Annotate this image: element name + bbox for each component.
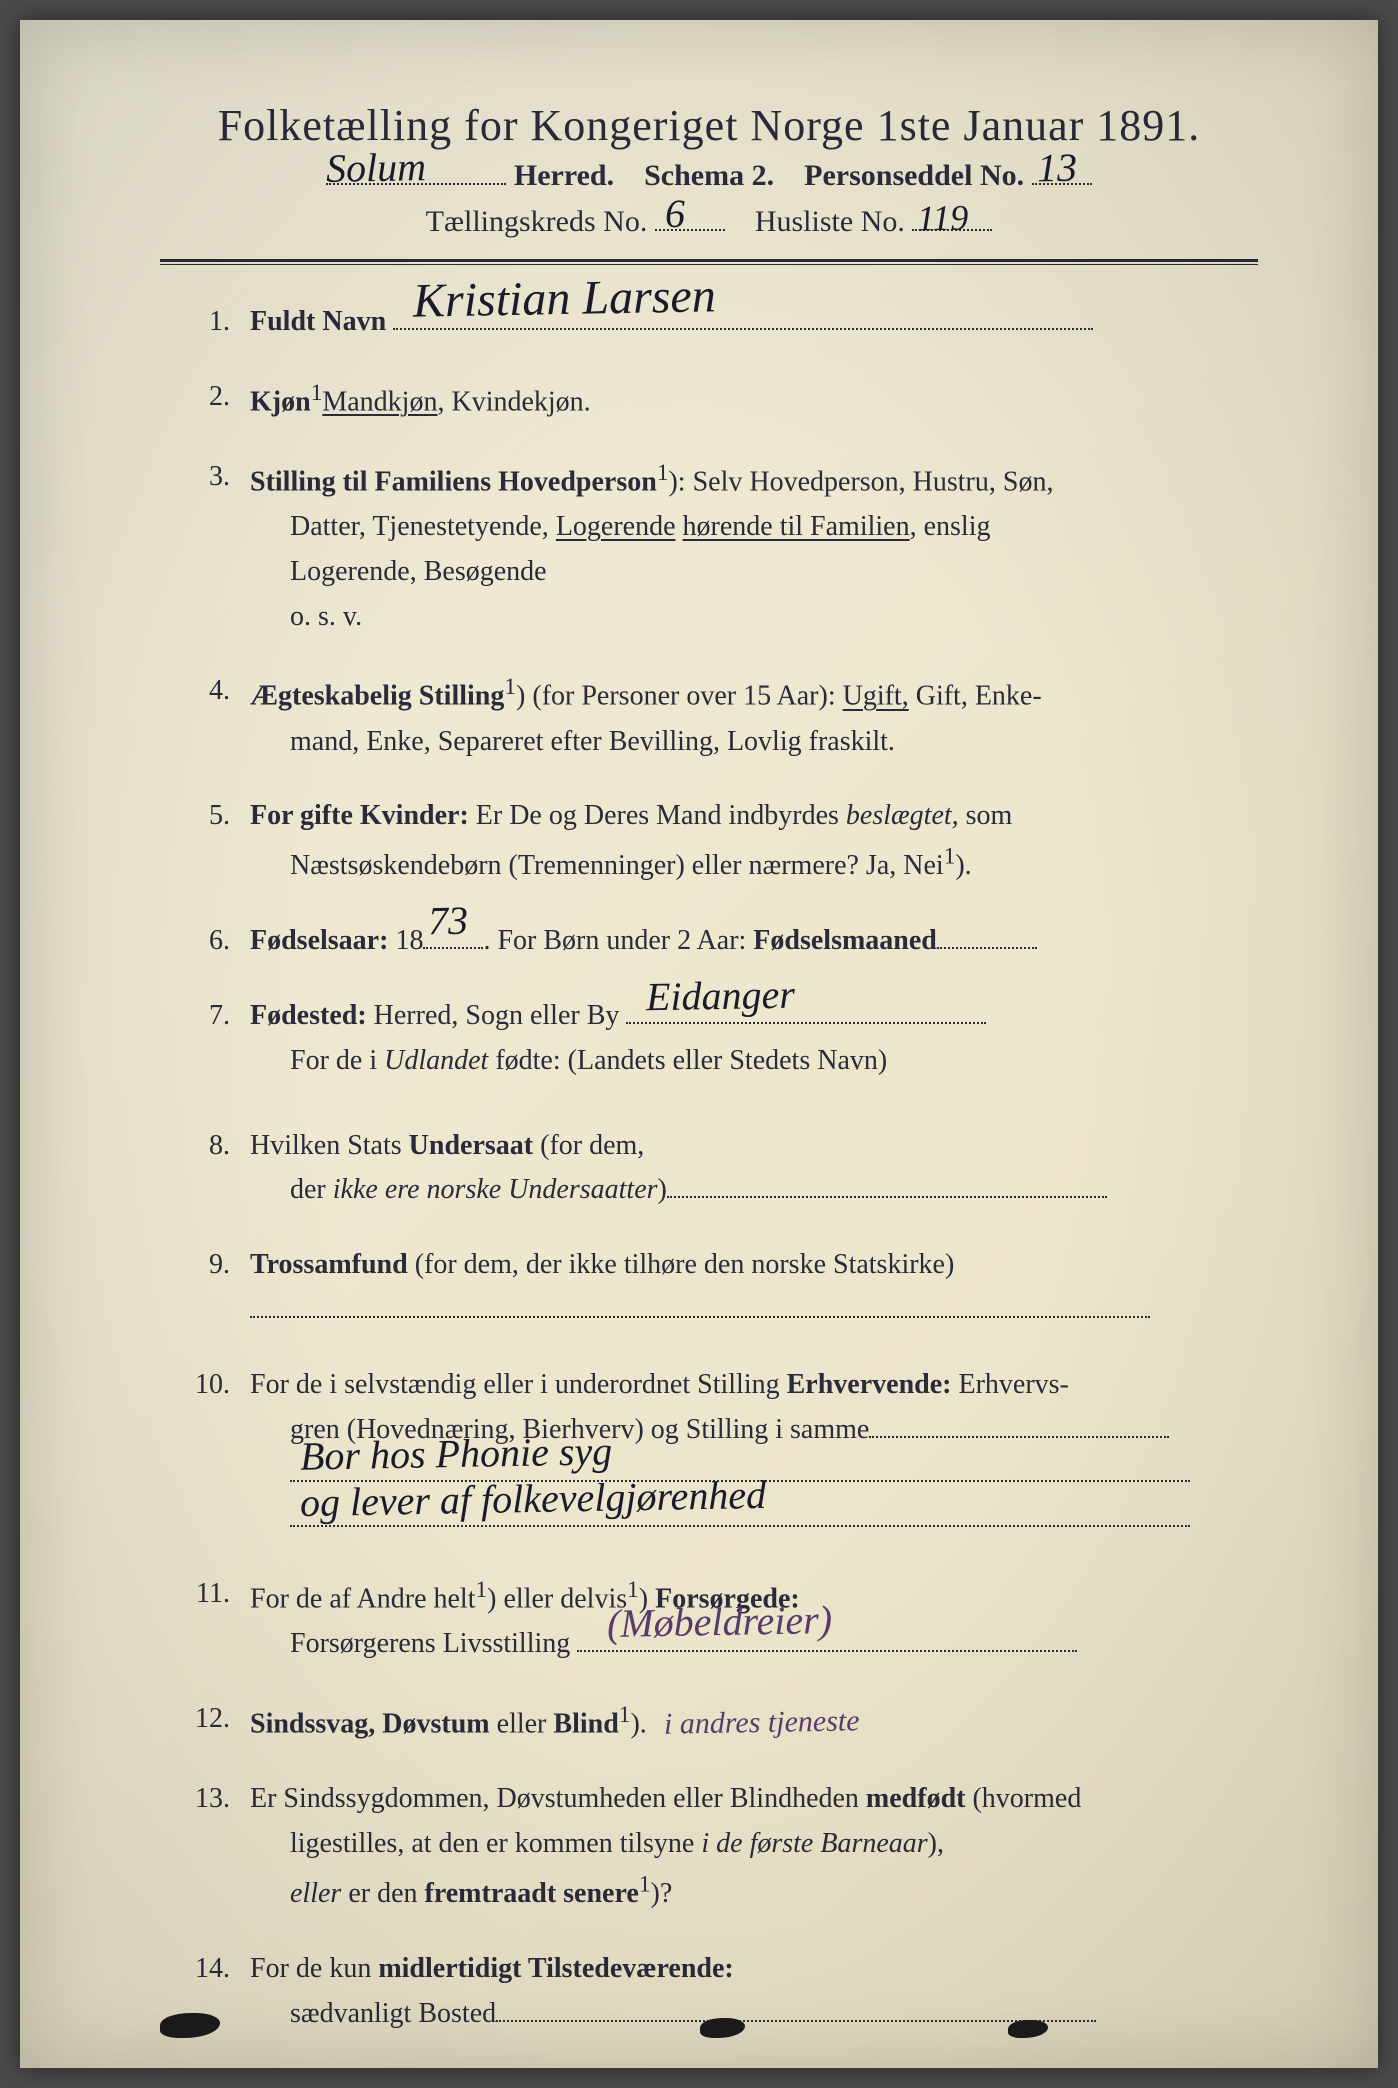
field-label: Ægteskabelig Stilling (250, 681, 504, 712)
name-handwritten: Kristian Larsen (413, 259, 717, 341)
kreds-line: Tællingskreds No. 6 Husliste No. 119 (160, 205, 1258, 239)
item-5: 5. For gifte Kvinder: Er De og Deres Man… (180, 794, 1258, 889)
field-label: Trossamfund (250, 1249, 408, 1280)
item-num: 15. (180, 2067, 250, 2068)
item-15: 15. For de midlertidigt Fraværende: anta… (180, 2067, 1258, 2068)
field-label: Sindssvag, Døvstum (250, 1708, 490, 1739)
census-form-page: Folketælling for Kongeriget Norge 1ste J… (20, 20, 1378, 2068)
form-items: 1. Fuldt Navn Kristian Larsen 2. Kjøn1Ma… (160, 300, 1258, 2068)
herred-line: Solum Herred. Schema 2. Personseddel No.… (160, 159, 1258, 193)
item-11: 11. For de af Andre helt1) eller delvis1… (180, 1572, 1258, 1667)
birthplace-hand: Eidanger (646, 963, 796, 1030)
item-num: 11. (180, 1572, 250, 1667)
occupation-hand-2: og lever af folkevelgjørenhed (299, 1463, 766, 1535)
kreds-no-hand: 6 (664, 190, 685, 237)
item-num: 6. (180, 919, 250, 964)
field-label: Undersaat (409, 1130, 533, 1161)
item-num: 4. (180, 669, 250, 764)
item-num: 12. (180, 1697, 250, 1747)
item-3: 3. Stilling til Familiens Hovedperson1):… (180, 455, 1258, 640)
item-num: 3. (180, 455, 250, 640)
item-8: 8. Hvilken Stats Undersaat (for dem, der… (180, 1124, 1258, 1214)
person-label: Personseddel No. (804, 159, 1024, 192)
field-label: Fødested: (250, 1000, 367, 1031)
item-num: 13. (180, 1777, 250, 1917)
item-12: 12. Sindssvag, Døvstum eller Blind1). i … (180, 1697, 1258, 1747)
main-title: Folketælling for Kongeriget Norge 1ste J… (160, 100, 1258, 151)
item-1: 1. Fuldt Navn Kristian Larsen (180, 300, 1258, 345)
item-num: 8. (180, 1124, 250, 1214)
item-2: 2. Kjøn1Mandkjøn, Kvindekjøn. (180, 375, 1258, 425)
item-num: 10. (180, 1363, 250, 1542)
condition-hand: i andres tjeneste (663, 1698, 859, 1749)
item-num: 5. (180, 794, 250, 889)
item-4: 4. Ægteskabelig Stilling1) (for Personer… (180, 669, 1258, 764)
schema-label: Schema 2. (644, 159, 774, 192)
field-label: medfødt (866, 1783, 966, 1814)
field-label: For gifte Kvinder: (250, 800, 469, 831)
field-label: Erhvervende: (787, 1369, 952, 1400)
item-num: 9. (180, 1243, 250, 1333)
kreds-label: Tællingskreds No. (426, 205, 648, 238)
item-13: 13. Er Sindssygdommen, Døvstumheden elle… (180, 1777, 1258, 1917)
field-label: Fødselsaar: (250, 925, 388, 956)
person-no-hand: 13 (1036, 144, 1077, 192)
item-9: 9. Trossamfund (for dem, der ikke tilhør… (180, 1243, 1258, 1333)
field-label: Kjøn (250, 386, 311, 417)
year-hand: 73 (428, 889, 469, 954)
field-label: midlertidigt Tilstedeværende: (378, 1953, 733, 1984)
herred-label: Herred. (514, 159, 614, 192)
item-7: 7. Fødested: Herred, Sogn eller By Eidan… (180, 994, 1258, 1084)
provider-hand: (Møbeldreier) (607, 1588, 833, 1656)
field-label: Stilling til Familiens Hovedperson (250, 466, 657, 497)
item-num: 7. (180, 994, 250, 1084)
item-num: 1. (180, 300, 250, 345)
herred-handwritten: Solum (326, 143, 427, 192)
husliste-label: Husliste No. (755, 205, 905, 238)
item-6: 6. Fødselsaar: 1873. For Børn under 2 Aa… (180, 919, 1258, 964)
field-label: Fuldt Navn (250, 306, 386, 337)
item-num: 2. (180, 375, 250, 425)
husliste-no-hand: 119 (917, 197, 969, 240)
item-10: 10. For de i selvstændig eller i underor… (180, 1363, 1258, 1542)
form-header: Folketælling for Kongeriget Norge 1ste J… (160, 100, 1258, 265)
